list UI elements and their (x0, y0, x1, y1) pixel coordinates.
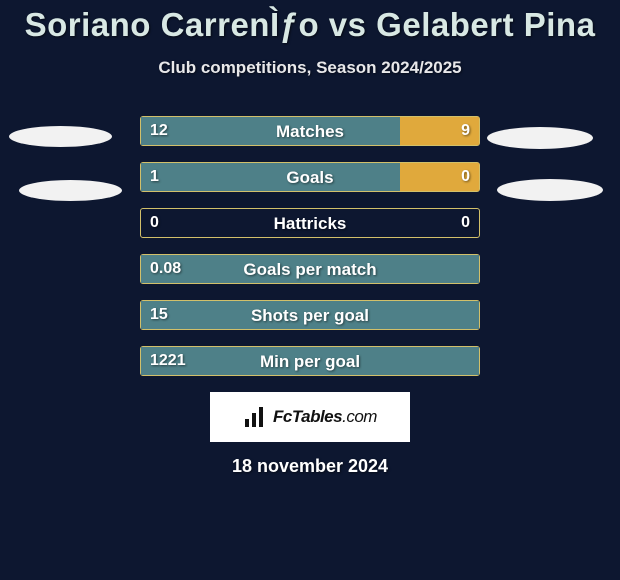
stat-value-left: 15 (150, 300, 168, 330)
bar-track: Goals (140, 162, 480, 192)
bar-left (141, 163, 400, 191)
stat-value-left: 0.08 (150, 254, 181, 284)
bar-left (141, 117, 400, 145)
stat-value-right: 0 (461, 162, 470, 192)
player-oval-0 (9, 126, 112, 147)
date-text: 18 november 2024 (0, 456, 620, 477)
stat-row: Min per goal1221 (0, 346, 620, 376)
stat-value-left: 12 (150, 116, 168, 146)
logo-text-light: .com (342, 407, 377, 427)
logo-text-bold: FcTables (273, 407, 342, 427)
subtitle: Club competitions, Season 2024/2025 (0, 58, 620, 78)
bar-left (141, 301, 479, 329)
player-oval-1 (19, 180, 122, 201)
bar-track: Shots per goal (140, 300, 480, 330)
stat-label: Hattricks (141, 209, 479, 239)
bar-left (141, 255, 479, 283)
bars-icon (243, 405, 267, 429)
stat-value-right: 0 (461, 208, 470, 238)
bar-track: Goals per match (140, 254, 480, 284)
player-oval-2 (487, 127, 593, 149)
bar-track: Hattricks (140, 208, 480, 238)
player-oval-3 (497, 179, 603, 201)
page-title: Soriano CarrenÌƒo vs Gelabert Pina (0, 0, 620, 44)
stat-value-left: 1221 (150, 346, 186, 376)
stat-row: Hattricks0 0 (0, 208, 620, 238)
bar-track: Min per goal (140, 346, 480, 376)
bar-left (141, 347, 479, 375)
stat-value-left: 1 (150, 162, 159, 192)
fctables-logo: FcTables .com (210, 392, 410, 442)
stat-row: Shots per goal15 (0, 300, 620, 330)
stat-value-right: 9 (461, 116, 470, 146)
comparison-chart: Matches129Goals10Hattricks00Goals per ma… (0, 116, 620, 376)
stat-value-left: 0 (150, 208, 159, 238)
bar-track: Matches (140, 116, 480, 146)
stat-row: Goals per match0.08 (0, 254, 620, 284)
